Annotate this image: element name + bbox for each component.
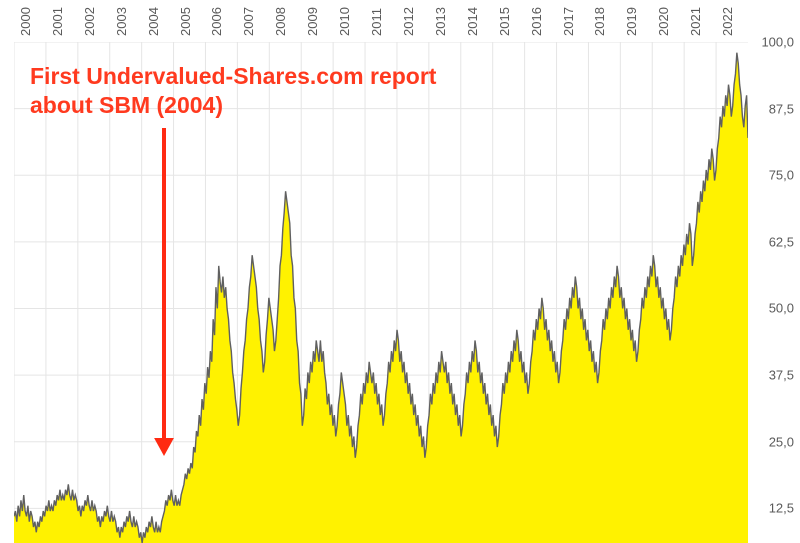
x-tick-label: 2010 (337, 7, 352, 36)
x-tick-label: 2022 (720, 7, 735, 36)
x-tick-label: 2007 (241, 7, 256, 36)
x-tick-label: 2013 (433, 7, 448, 36)
x-tick-label: 2020 (656, 7, 671, 36)
x-tick-label: 2014 (465, 7, 480, 36)
y-tick-label: 50,0 (769, 301, 794, 316)
x-tick-label: 2015 (497, 7, 512, 36)
annotation-line-1: First Undervalued-Shares.com report (30, 62, 436, 91)
x-tick-label: 2012 (401, 7, 416, 36)
y-tick-label: 37,5 (769, 368, 794, 383)
annotation-line-2: about SBM (2004) (30, 91, 436, 120)
x-tick-label: 2008 (273, 7, 288, 36)
report-annotation: First Undervalued-Shares.com report abou… (30, 62, 436, 120)
x-tick-label: 2006 (209, 7, 224, 36)
stock-area-chart: 2000 2001 2002 2003 2004 2005 2006 2007 2008 2009… (0, 0, 800, 543)
x-tick-label: 2005 (178, 7, 193, 36)
x-tick-label: 2002 (82, 7, 97, 36)
y-tick-label: 62,5 (769, 234, 794, 249)
y-tick-label: 25,0 (769, 434, 794, 449)
x-tick-label: 2009 (305, 7, 320, 36)
y-axis: 12,5 25,0 37,5 50,0 62,5 75,0 87,5 100,0 (750, 0, 800, 543)
x-axis: 2000 2001 2002 2003 2004 2005 2006 2007 2008 2009… (0, 0, 800, 40)
x-tick-label: 2021 (688, 7, 703, 36)
y-tick-label: 12,5 (769, 501, 794, 516)
x-tick-label: 2000 (18, 7, 33, 36)
y-tick-label: 100,0 (761, 35, 794, 50)
x-tick-label: 2017 (561, 7, 576, 36)
y-tick-label: 87,5 (769, 101, 794, 116)
x-tick-label: 2019 (624, 7, 639, 36)
x-tick-label: 2001 (50, 7, 65, 36)
x-tick-label: 2018 (592, 7, 607, 36)
x-tick-label: 2016 (529, 7, 544, 36)
x-tick-label: 2011 (369, 8, 384, 36)
y-tick-label: 75,0 (769, 168, 794, 183)
x-tick-label: 2003 (114, 7, 129, 36)
x-tick-label: 2004 (146, 7, 161, 36)
